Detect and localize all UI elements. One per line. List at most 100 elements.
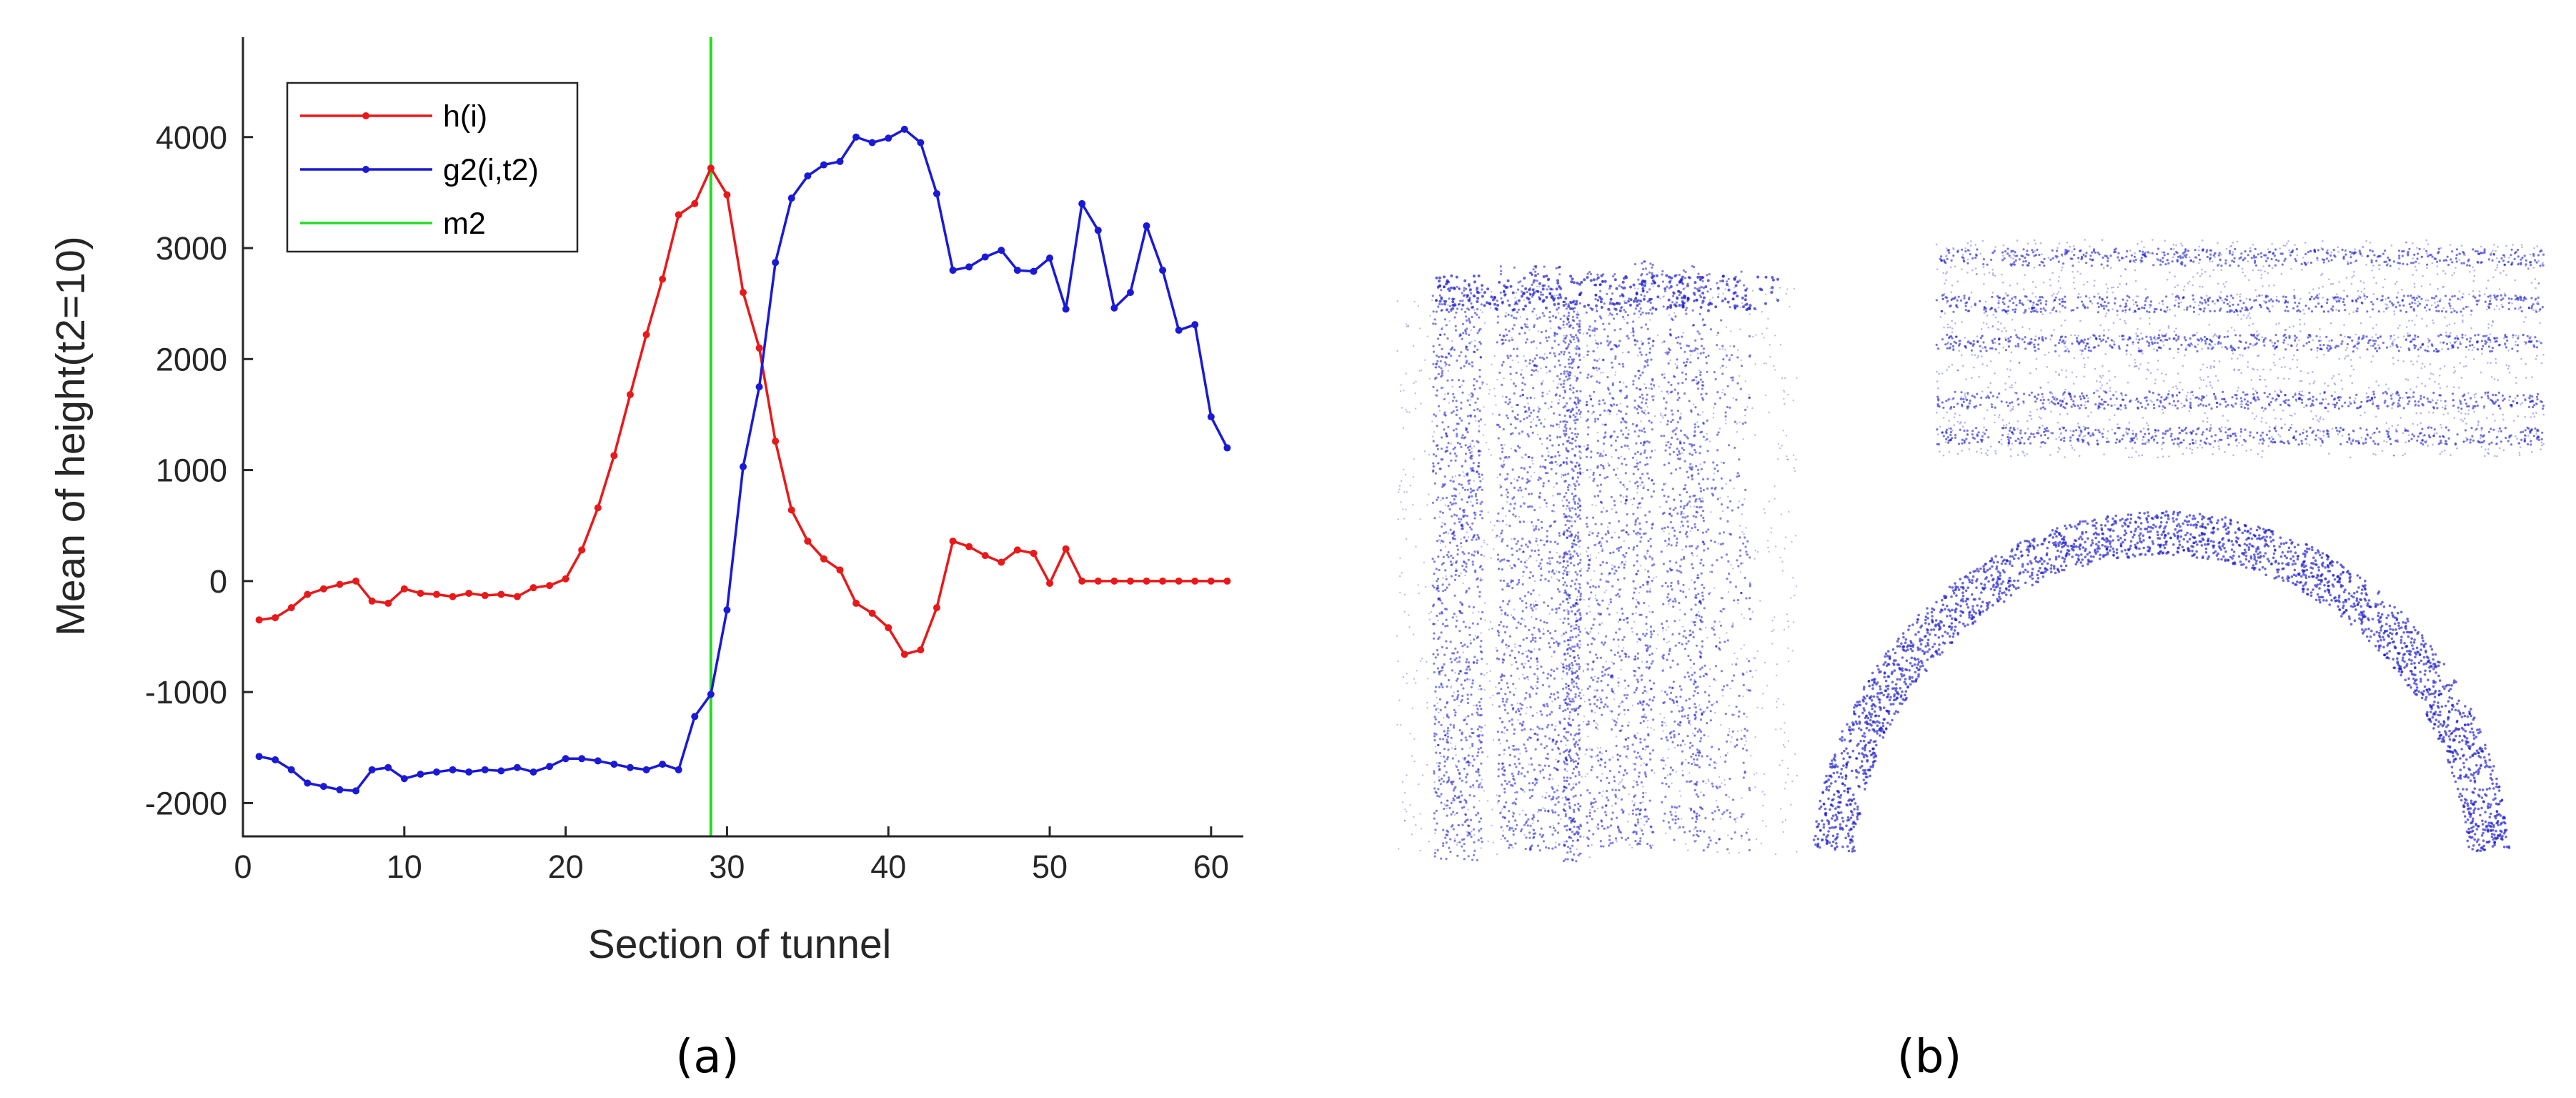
data-point bbox=[933, 604, 940, 612]
data-point bbox=[852, 133, 860, 141]
data-point bbox=[1223, 444, 1231, 452]
panel-label-a: (a) bbox=[675, 1031, 739, 1084]
data-point bbox=[417, 589, 424, 597]
x-tick-label: 0 bbox=[234, 849, 252, 885]
data-point bbox=[723, 191, 731, 199]
data-point bbox=[384, 763, 392, 771]
data-point bbox=[513, 593, 521, 600]
data-point bbox=[417, 771, 424, 778]
data-point bbox=[319, 585, 327, 593]
x-tick-label: 40 bbox=[870, 849, 906, 885]
data-point bbox=[917, 139, 925, 147]
data-point bbox=[998, 247, 1005, 254]
series-h bbox=[255, 164, 1231, 658]
data-point bbox=[642, 766, 650, 773]
data-point bbox=[513, 763, 521, 771]
data-point bbox=[562, 575, 570, 583]
data-point bbox=[465, 768, 473, 776]
data-point bbox=[900, 651, 908, 658]
data-point bbox=[1062, 545, 1070, 553]
data-point bbox=[1110, 577, 1118, 585]
data-point bbox=[787, 506, 795, 514]
x-axis-label: Section of tunnel bbox=[588, 921, 892, 967]
data-point bbox=[804, 172, 812, 180]
x-tick-label: 30 bbox=[709, 849, 745, 885]
data-point bbox=[1191, 321, 1199, 329]
data-point bbox=[836, 157, 844, 165]
data-point bbox=[1175, 577, 1183, 585]
data-point bbox=[529, 768, 537, 776]
legend-item-h: h(i) bbox=[300, 99, 487, 134]
data-point bbox=[981, 253, 989, 261]
data-point bbox=[1143, 222, 1150, 229]
data-point bbox=[885, 624, 892, 632]
y-tick-label: 3000 bbox=[156, 230, 227, 267]
data-point bbox=[1094, 577, 1102, 585]
data-point bbox=[287, 604, 295, 612]
x-tick-label: 60 bbox=[1193, 849, 1229, 885]
data-point bbox=[304, 590, 312, 598]
data-point bbox=[1046, 254, 1054, 262]
data-point bbox=[1175, 326, 1183, 334]
data-point bbox=[255, 616, 263, 624]
data-point bbox=[1078, 199, 1086, 207]
point-cloud-side-view bbox=[1396, 260, 1798, 863]
data-point bbox=[852, 599, 860, 607]
data-point bbox=[562, 755, 570, 763]
data-point bbox=[740, 463, 747, 470]
data-point bbox=[723, 606, 731, 614]
y-tick-label: -2000 bbox=[145, 785, 227, 821]
data-point bbox=[772, 437, 780, 445]
data-point bbox=[1223, 577, 1231, 585]
axes-frame bbox=[242, 37, 1243, 838]
y-tick-label: -1000 bbox=[145, 674, 227, 711]
data-point bbox=[998, 558, 1005, 566]
data-point bbox=[1159, 577, 1167, 585]
data-point bbox=[1143, 577, 1150, 585]
data-point bbox=[594, 504, 602, 512]
data-point bbox=[820, 555, 827, 563]
data-point bbox=[820, 161, 827, 169]
data-point bbox=[965, 263, 973, 271]
data-point bbox=[1191, 577, 1199, 585]
data-point bbox=[578, 546, 586, 554]
data-point bbox=[336, 580, 344, 588]
data-point bbox=[384, 599, 392, 607]
data-point bbox=[836, 566, 844, 574]
data-point bbox=[675, 211, 682, 219]
data-point bbox=[594, 757, 602, 765]
data-point bbox=[287, 766, 295, 773]
data-point bbox=[610, 452, 618, 460]
legend-label-m2: m2 bbox=[443, 207, 486, 241]
data-point bbox=[272, 756, 279, 763]
data-point bbox=[900, 125, 908, 133]
data-point bbox=[804, 537, 812, 545]
data-point bbox=[1013, 546, 1021, 554]
data-point bbox=[772, 259, 780, 267]
data-point bbox=[707, 691, 715, 698]
data-point bbox=[529, 584, 537, 592]
data-point bbox=[578, 755, 586, 763]
data-point bbox=[868, 139, 876, 147]
data-point bbox=[497, 590, 505, 598]
data-point bbox=[1159, 267, 1167, 274]
legend-marker-g2 bbox=[362, 166, 369, 173]
legend-label-g2: g2(i,t2) bbox=[443, 153, 539, 187]
data-point bbox=[497, 767, 505, 775]
data-point bbox=[755, 383, 763, 391]
data-point bbox=[1126, 289, 1134, 297]
point-cloud-cross-section bbox=[1812, 510, 2511, 853]
data-point bbox=[432, 768, 440, 776]
data-point bbox=[1062, 305, 1070, 313]
data-point bbox=[949, 537, 957, 545]
data-point bbox=[400, 775, 408, 783]
data-point bbox=[319, 783, 327, 791]
data-point bbox=[1207, 577, 1215, 585]
data-point bbox=[885, 134, 892, 142]
y-axis-label: Mean of height(t2=10) bbox=[48, 236, 94, 635]
line-chart: -2000 -1000 0 1000 2000 3000 4000 0 10 20 30 40 50 6… bbox=[48, 37, 1243, 967]
data-point bbox=[546, 582, 554, 590]
data-point bbox=[1030, 550, 1038, 558]
data-point bbox=[1126, 577, 1134, 585]
